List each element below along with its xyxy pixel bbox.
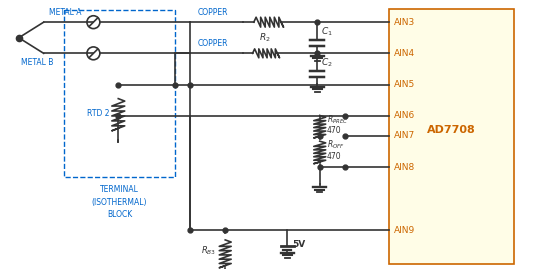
Text: $C_2$: $C_2$: [321, 57, 333, 69]
Text: 470: 470: [327, 126, 341, 135]
FancyBboxPatch shape: [389, 9, 514, 264]
Text: $R_{PREC}$: $R_{PREC}$: [327, 113, 348, 126]
Text: $R_{OFF}$: $R_{OFF}$: [327, 139, 344, 151]
Text: RTD 2: RTD 2: [87, 109, 110, 118]
Text: $R_{B3}$: $R_{B3}$: [201, 245, 216, 257]
Text: AIN7: AIN7: [394, 131, 416, 140]
Text: COPPER: COPPER: [198, 39, 228, 48]
Text: AIN9: AIN9: [394, 225, 416, 235]
Text: $R_2$: $R_2$: [259, 31, 271, 44]
Text: 470: 470: [327, 152, 341, 161]
Text: AD7708: AD7708: [427, 125, 476, 135]
Text: COPPER: COPPER: [198, 8, 228, 17]
Text: AIN4: AIN4: [394, 49, 415, 58]
Text: $C_1$: $C_1$: [321, 26, 333, 38]
Text: METAL B: METAL B: [21, 58, 54, 67]
Text: AIN3: AIN3: [394, 18, 416, 27]
Text: AIN6: AIN6: [394, 111, 416, 120]
Text: METAL A: METAL A: [49, 8, 81, 17]
Text: 5V: 5V: [292, 240, 305, 249]
Text: BLOCK: BLOCK: [107, 210, 132, 219]
Text: TERMINAL: TERMINAL: [100, 185, 139, 194]
Text: AIN8: AIN8: [394, 163, 416, 172]
Text: AIN5: AIN5: [394, 80, 416, 89]
Text: (ISOTHERMAL): (ISOTHERMAL): [92, 198, 147, 207]
